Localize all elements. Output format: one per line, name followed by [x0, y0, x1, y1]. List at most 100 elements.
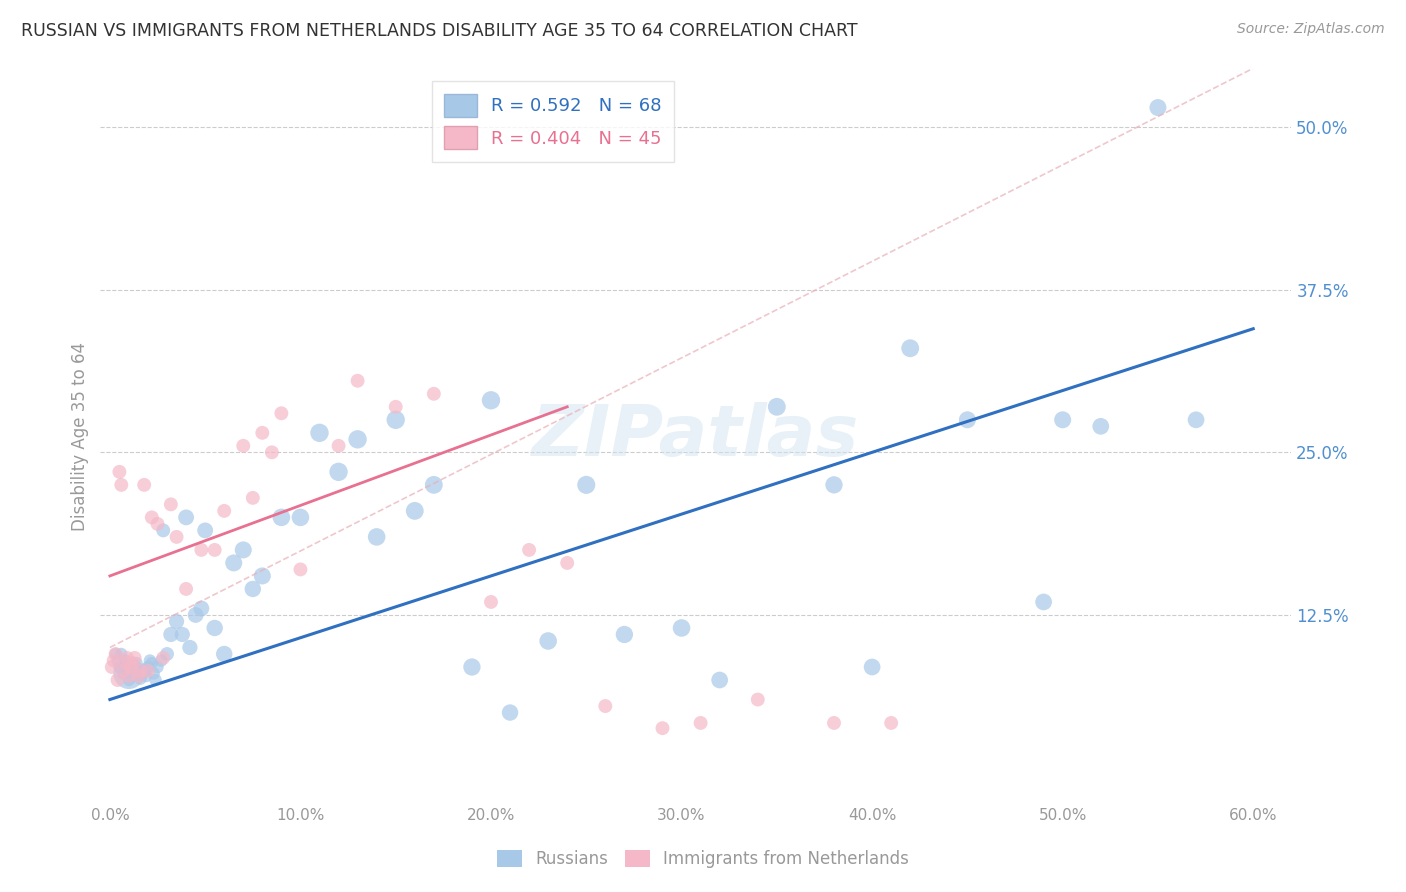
Point [104, 647, 127, 661]
Point [110, 478, 132, 492]
Legend: R = 0.592   N = 68, R = 0.404   N = 45: R = 0.592 N = 68, R = 0.404 N = 45 [432, 81, 675, 162]
Point [1147, 101, 1170, 115]
Point [152, 524, 174, 538]
Point [328, 439, 350, 453]
Point [115, 651, 138, 665]
Point [136, 664, 159, 678]
Point [139, 653, 162, 667]
Point [174, 582, 197, 596]
Point [120, 660, 142, 674]
Point [114, 656, 136, 670]
Point [152, 651, 174, 665]
Point [112, 666, 135, 681]
Point [537, 634, 560, 648]
Point [384, 400, 406, 414]
Point [103, 653, 125, 667]
Point [125, 656, 148, 670]
Point [124, 651, 146, 665]
Point [190, 542, 212, 557]
Point [555, 556, 578, 570]
Point [747, 692, 769, 706]
Point [110, 647, 132, 661]
Point [232, 439, 254, 453]
Point [461, 660, 484, 674]
Point [142, 666, 165, 681]
Point [134, 478, 156, 492]
Point [671, 621, 693, 635]
Point [190, 601, 212, 615]
Point [880, 715, 903, 730]
Point [346, 374, 368, 388]
Point [252, 569, 274, 583]
Point [242, 491, 264, 505]
Point [118, 669, 141, 683]
Point [346, 433, 368, 447]
Point [108, 465, 131, 479]
Point [166, 615, 188, 629]
Point [290, 510, 312, 524]
Point [404, 504, 426, 518]
Point [121, 656, 143, 670]
Point [108, 660, 131, 674]
Point [101, 660, 124, 674]
Point [212, 647, 235, 661]
Point [252, 425, 274, 440]
Point [112, 664, 135, 678]
Point [121, 669, 143, 683]
Point [290, 562, 312, 576]
Point [135, 669, 157, 683]
Point [118, 666, 141, 681]
Point [166, 530, 188, 544]
Point [328, 465, 350, 479]
Point [141, 510, 163, 524]
Point [823, 715, 845, 730]
Point [114, 653, 136, 667]
Point [517, 542, 540, 557]
Point [366, 530, 388, 544]
Point [709, 673, 731, 687]
Point [689, 715, 711, 730]
Point [1032, 595, 1054, 609]
Point [194, 524, 217, 538]
Point [145, 673, 167, 687]
Point [860, 660, 883, 674]
Point [160, 497, 183, 511]
Point [146, 516, 169, 531]
Text: RUSSIAN VS IMMIGRANTS FROM NETHERLANDS DISABILITY AGE 35 TO 64 CORRELATION CHART: RUSSIAN VS IMMIGRANTS FROM NETHERLANDS D… [21, 22, 858, 40]
Point [479, 393, 502, 408]
Point [146, 660, 169, 674]
Point [242, 582, 264, 596]
Point [204, 621, 226, 635]
Point [156, 647, 179, 661]
Point [172, 627, 194, 641]
Point [222, 556, 245, 570]
Legend: Russians, Immigrants from Netherlands: Russians, Immigrants from Netherlands [491, 843, 915, 875]
Point [260, 445, 283, 459]
Point [479, 595, 502, 609]
Point [129, 664, 152, 678]
Point [575, 478, 598, 492]
Point [184, 607, 207, 622]
Point [127, 669, 149, 683]
Text: ZIPatlas: ZIPatlas [531, 401, 859, 471]
Point [1185, 413, 1208, 427]
Point [499, 706, 522, 720]
Point [423, 386, 446, 401]
Point [270, 510, 292, 524]
Point [1052, 413, 1074, 427]
Point [120, 664, 142, 678]
Point [270, 406, 292, 420]
Point [174, 510, 197, 524]
Point [107, 653, 129, 667]
Point [124, 660, 146, 674]
Point [766, 400, 789, 414]
Point [104, 647, 127, 661]
Point [160, 627, 183, 641]
Point [129, 672, 152, 686]
Point [1090, 419, 1112, 434]
Point [118, 673, 141, 687]
Point [204, 542, 226, 557]
Point [423, 478, 446, 492]
Point [595, 699, 617, 714]
Point [141, 656, 163, 670]
